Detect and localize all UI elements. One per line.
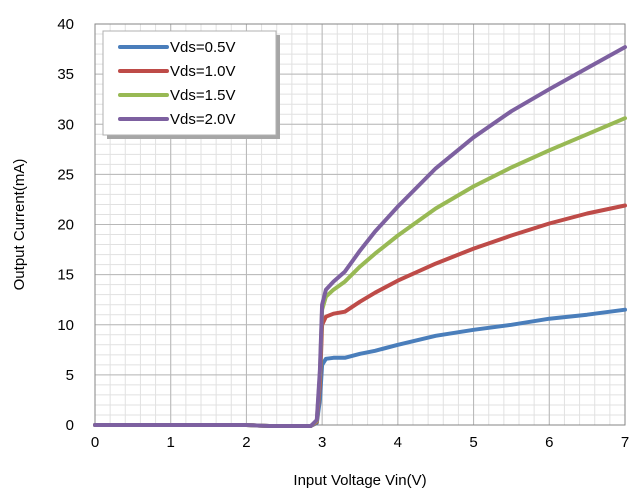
- legend-label: Vds=0.5V: [170, 39, 235, 56]
- legend-label: Vds=2.0V: [170, 111, 235, 128]
- x-tick-label: 0: [91, 434, 99, 451]
- x-tick-label: 6: [545, 434, 553, 451]
- series-line: [93, 307, 627, 428]
- y-axis-ticks: 0 5 10 15 20 25 30 35 40: [57, 16, 74, 434]
- x-tick-label: 4: [394, 434, 402, 451]
- legend-label: Vds=1.5V: [170, 87, 235, 104]
- y-tick-label: 10: [57, 317, 74, 334]
- legend-label: Vds=1.0V: [170, 63, 235, 80]
- y-axis-title: Output Current(mA): [11, 159, 28, 291]
- y-tick-label: 35: [57, 66, 74, 83]
- y-tick-label: 25: [57, 166, 74, 183]
- x-tick-label: 7: [621, 434, 629, 451]
- y-tick-label: 0: [66, 417, 74, 434]
- legend: Vds=0.5V Vds=1.0V Vds=1.5V Vds=2.0V: [102, 30, 280, 139]
- y-tick-label: 40: [57, 16, 74, 33]
- plot-area-frame: [94, 23, 626, 426]
- x-tick-label: 1: [167, 434, 175, 451]
- series-line: [93, 203, 627, 428]
- y-tick-label: 20: [57, 217, 74, 234]
- x-axis-ticks: 0 1 2 3 4 5 6 7: [91, 434, 629, 451]
- x-tick-label: 3: [318, 434, 326, 451]
- y-tick-label: 15: [57, 267, 74, 284]
- y-tick-label: 5: [66, 367, 74, 384]
- series-line: [93, 45, 627, 428]
- x-tick-label: 2: [242, 434, 250, 451]
- series-layer: [93, 45, 627, 428]
- x-tick-label: 5: [469, 434, 477, 451]
- y-tick-label: 30: [57, 116, 74, 133]
- x-axis-title: Input Voltage Vin(V): [293, 472, 426, 489]
